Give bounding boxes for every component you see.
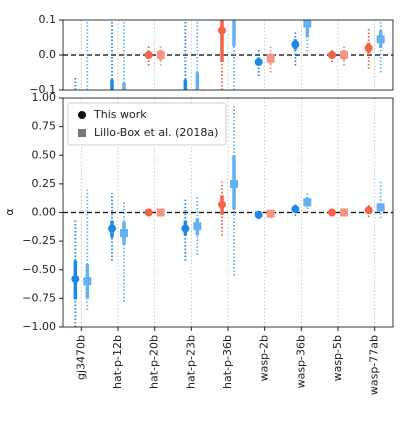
point <box>266 209 275 218</box>
y-axis-label: α <box>3 208 16 215</box>
x-tick-label: hat-p-12b <box>111 335 124 389</box>
point <box>364 206 373 215</box>
y-tick-label: 1.00 <box>32 91 57 104</box>
x-tick-label: hat-p-23b <box>184 335 197 389</box>
point <box>266 54 275 63</box>
x-tick-label: hat-p-36b <box>221 335 234 389</box>
point <box>193 222 202 231</box>
point <box>144 208 153 217</box>
x-tick-label: wasp-36b <box>294 335 307 388</box>
legend-box <box>67 102 227 146</box>
y-tick-label: −0.25 <box>22 234 56 247</box>
y-tick-label: 0.00 <box>32 206 57 219</box>
frame <box>62 19 394 91</box>
point <box>340 208 348 217</box>
y-tick-label: −0.50 <box>22 263 56 276</box>
y-tick-label: 0.25 <box>32 177 57 190</box>
y-tick-label: −1.00 <box>22 320 56 333</box>
x-tick-label: wasp-2b <box>258 335 271 381</box>
point <box>340 51 348 59</box>
point <box>328 208 336 217</box>
point <box>291 205 300 214</box>
point <box>218 26 226 35</box>
point <box>71 274 80 283</box>
point <box>181 224 190 233</box>
x-tick-label: wasp-5b <box>331 335 344 381</box>
point <box>254 58 263 66</box>
point <box>108 224 116 233</box>
point <box>120 229 128 238</box>
x-tick-label: hat-p-20b <box>148 335 161 389</box>
y-tick-label: 0.0 <box>39 48 57 61</box>
y-tick-label: 0.50 <box>32 148 57 161</box>
legend-label: This work <box>93 108 147 121</box>
point <box>156 51 165 59</box>
point <box>303 198 312 207</box>
y-tick-label: −0.75 <box>22 291 56 304</box>
point <box>230 179 238 188</box>
point <box>193 93 201 101</box>
legend-marker <box>78 129 86 137</box>
legend-label: Lillo-Box et al. (2018a) <box>94 126 218 139</box>
point <box>156 208 165 217</box>
x-tick-label: wasp-77ab <box>368 335 381 395</box>
point <box>218 200 226 209</box>
point <box>291 40 300 49</box>
point <box>328 51 336 59</box>
point <box>303 20 312 28</box>
y-tick-label: 0.1 <box>39 13 57 26</box>
point <box>254 210 263 219</box>
point <box>376 35 385 44</box>
x-tick-label: gj3470b <box>74 335 87 380</box>
y-tick-label: −0.1 <box>29 83 56 96</box>
y-tick-label: 0.75 <box>32 120 57 133</box>
panel <box>63 98 393 327</box>
legend-marker <box>78 111 86 119</box>
point <box>364 44 373 52</box>
point <box>83 277 92 286</box>
point <box>144 51 153 59</box>
point <box>376 203 385 212</box>
panel <box>63 20 393 101</box>
